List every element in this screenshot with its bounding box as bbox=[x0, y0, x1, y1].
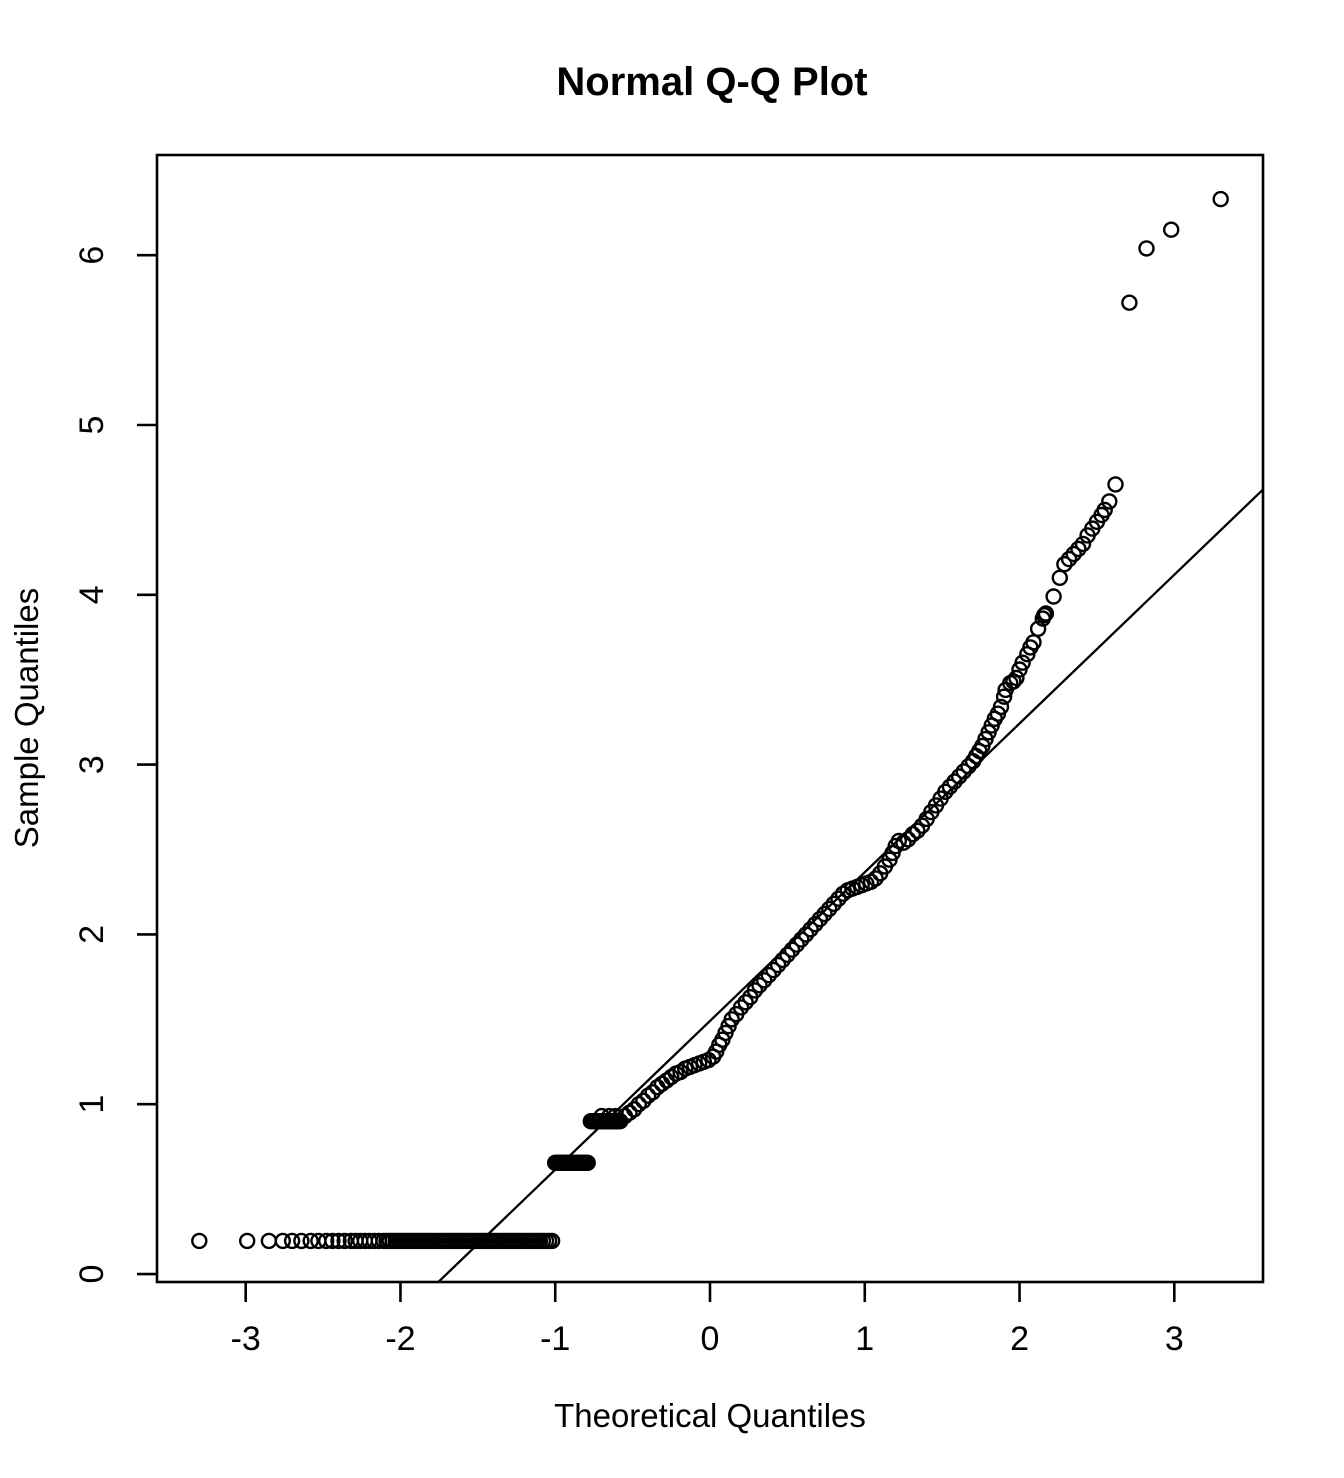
data-point bbox=[1051, 569, 1069, 586]
data-point bbox=[960, 758, 977, 775]
data-point bbox=[1029, 620, 1047, 637]
y-tick-label: 4 bbox=[73, 585, 111, 604]
data-point bbox=[756, 972, 773, 989]
x-tick-label: -1 bbox=[540, 1320, 570, 1358]
data-point bbox=[909, 822, 926, 839]
data-point bbox=[191, 1232, 208, 1250]
y-tick-label: 5 bbox=[73, 416, 111, 435]
data-point bbox=[937, 783, 954, 800]
data-point bbox=[821, 900, 838, 918]
data-point bbox=[867, 870, 884, 887]
data-point bbox=[1074, 535, 1092, 553]
chart-title: Normal Q-Q Plot bbox=[556, 60, 867, 104]
data-point bbox=[737, 994, 754, 1011]
data-point bbox=[802, 921, 819, 938]
x-axis-label: Theoretical Quantiles bbox=[554, 1397, 866, 1434]
y-tick-label: 0 bbox=[73, 1265, 111, 1284]
data-point bbox=[816, 905, 833, 923]
x-tick-label: -2 bbox=[385, 1320, 415, 1358]
data-point bbox=[283, 1232, 301, 1250]
data-point bbox=[793, 931, 810, 948]
y-tick-label: 3 bbox=[73, 755, 111, 774]
data-point bbox=[336, 1232, 353, 1250]
data-point bbox=[769, 956, 787, 974]
data-point bbox=[746, 982, 764, 999]
x-axis-ticks: -3 -2 -1 0 1 2 3 bbox=[231, 1282, 1184, 1358]
data-point bbox=[797, 926, 815, 943]
data-point bbox=[543, 1232, 561, 1250]
data-point bbox=[1008, 669, 1025, 687]
data-point bbox=[941, 778, 959, 795]
data-point bbox=[644, 1084, 661, 1101]
data-points-group bbox=[191, 190, 1229, 1250]
data-point bbox=[318, 1232, 335, 1250]
data-point bbox=[751, 977, 768, 994]
data-point bbox=[811, 910, 829, 928]
data-point bbox=[825, 895, 842, 912]
data-point bbox=[302, 1232, 319, 1250]
data-point bbox=[1162, 221, 1180, 238]
data-point bbox=[324, 1232, 341, 1250]
x-tick-label: 3 bbox=[1165, 1320, 1184, 1358]
data-point bbox=[899, 831, 917, 848]
data-point bbox=[1121, 294, 1138, 311]
x-tick-label: 1 bbox=[855, 1320, 874, 1358]
data-point bbox=[1096, 501, 1113, 519]
data-point bbox=[1107, 476, 1124, 493]
y-tick-label: 1 bbox=[73, 1095, 111, 1114]
y-axis-label: Sample Quantiles bbox=[8, 588, 45, 848]
data-point bbox=[1138, 240, 1155, 257]
data-point bbox=[774, 951, 791, 969]
y-tick-label: 6 bbox=[73, 246, 111, 265]
data-point bbox=[992, 698, 1010, 716]
data-point bbox=[1101, 493, 1118, 510]
data-point bbox=[365, 1232, 383, 1250]
y-tick-label: 2 bbox=[73, 925, 111, 944]
data-point bbox=[1014, 654, 1031, 671]
data-point bbox=[1045, 588, 1062, 605]
data-point bbox=[760, 967, 777, 984]
data-point bbox=[783, 941, 801, 958]
data-point bbox=[951, 768, 968, 785]
y-axis-ticks: 0 1 2 3 4 5 6 bbox=[73, 246, 157, 1284]
data-point bbox=[330, 1232, 347, 1250]
data-point bbox=[830, 890, 847, 907]
data-point bbox=[955, 763, 972, 780]
data-point bbox=[788, 936, 805, 953]
data-point bbox=[1212, 190, 1229, 208]
data-point bbox=[260, 1232, 278, 1250]
data-point bbox=[1070, 540, 1087, 558]
plot-area-frame bbox=[155, 153, 1265, 1284]
x-tick-label: 0 bbox=[701, 1320, 720, 1358]
data-point bbox=[1056, 556, 1073, 573]
data-point bbox=[807, 916, 824, 933]
data-point bbox=[723, 1011, 740, 1028]
data-point bbox=[1065, 545, 1082, 563]
data-point bbox=[238, 1232, 256, 1250]
data-point bbox=[635, 1092, 652, 1110]
data-point bbox=[779, 946, 796, 963]
data-point bbox=[946, 773, 963, 790]
data-point bbox=[1060, 550, 1078, 568]
data-point bbox=[293, 1232, 310, 1250]
data-point bbox=[626, 1101, 643, 1118]
data-point bbox=[765, 961, 782, 979]
data-point bbox=[1036, 607, 1053, 624]
data-point bbox=[612, 1112, 629, 1130]
x-tick-label: 2 bbox=[1010, 1320, 1029, 1358]
data-point bbox=[1037, 605, 1055, 622]
data-point bbox=[995, 688, 1013, 705]
data-point bbox=[732, 999, 750, 1016]
data-point bbox=[579, 1154, 596, 1172]
x-tick-label: -3 bbox=[231, 1320, 261, 1358]
data-point bbox=[274, 1232, 291, 1250]
